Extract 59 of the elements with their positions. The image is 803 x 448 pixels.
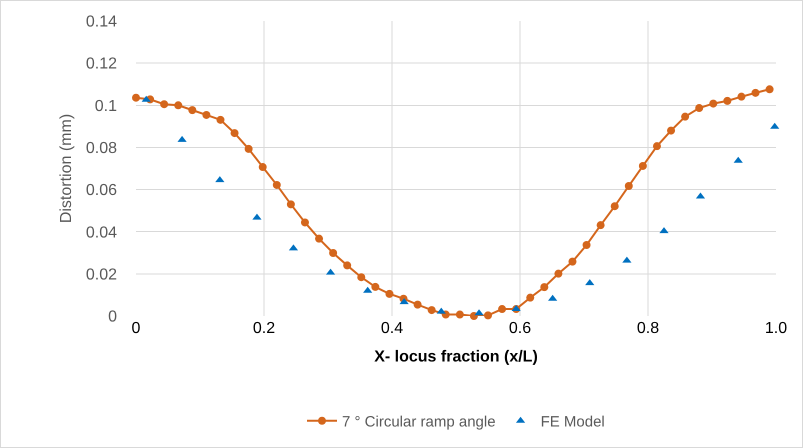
x-tick-label: 0.4 — [380, 320, 404, 337]
point — [202, 110, 210, 119]
point — [160, 100, 168, 108]
point — [188, 106, 196, 114]
y-tick-label: 0.1 — [94, 98, 118, 115]
point — [343, 261, 352, 270]
y-tick-label: 0.04 — [86, 224, 118, 242]
x-tick-label: 0 — [132, 320, 141, 337]
point — [554, 270, 562, 278]
point — [667, 126, 676, 135]
point — [456, 310, 464, 319]
point — [484, 311, 492, 320]
point — [272, 180, 281, 189]
x-tick-label: 0.6 — [508, 320, 532, 337]
x-tick-label: 0.8 — [636, 320, 660, 337]
y-tick-label: 0.02 — [86, 266, 118, 284]
y-tick-label: 0.12 — [86, 56, 118, 73]
point — [230, 129, 239, 138]
point — [244, 144, 253, 153]
point — [752, 88, 760, 97]
point — [526, 294, 534, 302]
point — [315, 234, 324, 243]
y-tick-label: 0.06 — [86, 182, 118, 200]
point — [357, 273, 366, 282]
point — [385, 290, 394, 298]
y-tick-label: 0.08 — [86, 140, 118, 158]
point — [216, 116, 224, 124]
point — [709, 100, 718, 108]
point — [652, 142, 661, 150]
point — [695, 104, 704, 112]
point — [428, 306, 436, 314]
point — [638, 162, 647, 170]
point — [610, 202, 619, 210]
point — [723, 96, 732, 105]
y-tick-label: 0 — [108, 308, 118, 326]
point — [737, 92, 746, 101]
y-tick-label: 0.14 — [86, 14, 118, 31]
point — [258, 163, 267, 172]
point — [132, 94, 140, 102]
point — [596, 221, 605, 230]
point — [540, 283, 548, 292]
x-axis-title: X- locus fraction (x/L) — [374, 348, 538, 366]
point — [300, 218, 309, 226]
x-tick-label: 1.0 — [764, 320, 788, 337]
point — [681, 112, 690, 121]
point — [766, 85, 774, 94]
legend-label: FE Model — [540, 414, 605, 431]
point — [174, 101, 182, 110]
point — [414, 300, 422, 309]
x-tick-label: 0.2 — [252, 320, 276, 337]
point — [371, 282, 380, 291]
y-axis-title: Distortion (mm) — [58, 114, 75, 224]
point — [498, 305, 506, 314]
point — [329, 249, 338, 257]
point — [286, 200, 295, 208]
point — [582, 240, 591, 249]
point — [568, 258, 576, 266]
point — [624, 182, 633, 190]
legend-label: 7 ° Circular ramp angle — [342, 414, 496, 431]
